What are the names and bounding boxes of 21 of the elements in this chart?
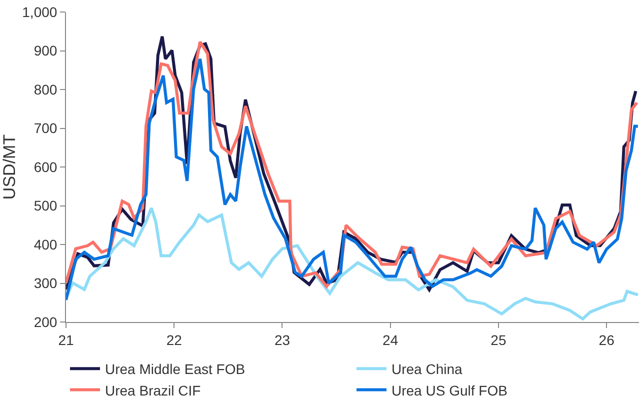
y-tick-label: 400	[34, 236, 58, 252]
legend-label: Urea Middle East FOB	[105, 361, 246, 378]
x-tick-label: 24	[382, 332, 398, 348]
y-tick-label: 1,000	[22, 4, 58, 20]
legend-label: Urea China	[392, 361, 463, 378]
x-tick-label: 22	[166, 332, 182, 348]
line-series	[66, 206, 639, 320]
y-tick-label: 500	[34, 198, 58, 214]
y-axis-title: USD/MT	[0, 134, 19, 200]
x-tick-label: 21	[58, 332, 74, 348]
x-tick-label: 23	[274, 332, 290, 348]
legend-label: Urea US Gulf FOB	[392, 382, 508, 398]
legend-label: Urea Brazil CIF	[105, 382, 201, 398]
y-tick-label: 700	[34, 120, 58, 136]
y-tick-label: 800	[34, 81, 58, 98]
y-tick-label: 200	[34, 314, 58, 330]
y-tick-label: 600	[34, 158, 58, 175]
x-tick-label: 25	[490, 332, 506, 348]
x-tick-label: 26	[598, 332, 615, 348]
y-tick-label: 900	[34, 42, 58, 59]
y-tick-label: 300	[34, 275, 58, 292]
